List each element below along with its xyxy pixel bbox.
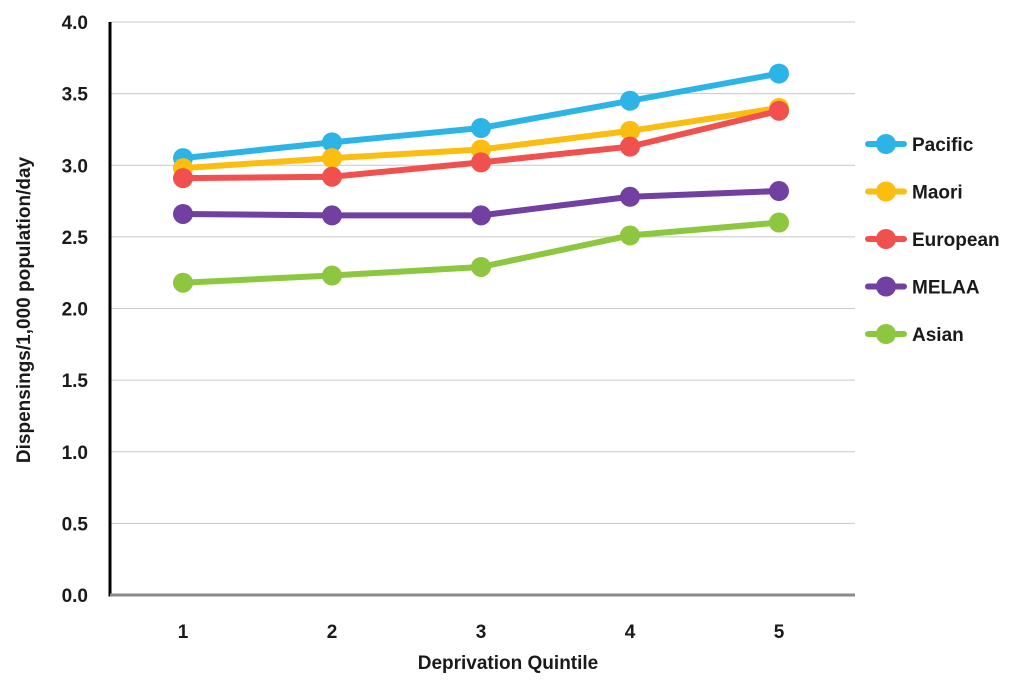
legend-label: Asian: [912, 325, 964, 346]
legend-item-maori: Maori: [865, 181, 963, 204]
data-point: [322, 166, 342, 187]
legend-item-melaa: MELAA: [865, 276, 980, 299]
legend-item-asian: Asian: [865, 324, 964, 346]
series-layer: [173, 63, 789, 293]
x-tick-label: 4: [625, 622, 636, 643]
y-tick-label: 2.5: [62, 228, 89, 249]
data-point: [471, 152, 491, 173]
y-tick-label: 2.0: [62, 300, 88, 321]
data-point: [769, 181, 789, 202]
x-tick-label: 3: [476, 622, 487, 643]
data-point: [471, 256, 491, 277]
data-point: [322, 132, 342, 153]
axis-layer: 0.0 0.5 1.0 1.5 2.0 2.5 3.0 3.5 4.0 1 2 3 4 5: [62, 13, 855, 643]
data-point: [620, 186, 640, 207]
legend-label: MELAA: [912, 278, 980, 299]
data-point: [471, 205, 491, 226]
series-asian: [173, 212, 789, 293]
y-tick-label: 1.5: [62, 371, 89, 392]
data-point: [173, 168, 193, 189]
x-tick-label: 2: [327, 622, 338, 643]
legend-swatch-marker: [876, 134, 896, 154]
legend-item-pacific: Pacific: [865, 134, 974, 156]
data-point: [322, 148, 342, 169]
data-point: [620, 225, 640, 246]
legend-label: European: [912, 230, 1000, 251]
y-tick-label: 4.0: [62, 13, 88, 34]
y-tick-label: 1.0: [62, 443, 88, 464]
legend-swatch-marker: [876, 181, 896, 202]
y-tick-label: 0.5: [62, 514, 89, 535]
y-tick-label: 3.5: [62, 85, 89, 106]
x-tick-label: 5: [774, 622, 785, 643]
data-point: [322, 265, 342, 286]
data-point: [173, 272, 193, 293]
legend-swatch-marker: [876, 276, 896, 297]
data-point: [769, 212, 789, 233]
data-point: [471, 118, 491, 139]
x-tick-label: 1: [178, 622, 189, 643]
legend-item-european: European: [865, 229, 1000, 251]
y-tick-label: 3.0: [62, 156, 88, 177]
legend-swatch-marker: [876, 229, 896, 249]
legend-layer: Pacific Maori European MELAA Asian: [865, 134, 1000, 346]
data-point: [769, 63, 789, 84]
y-tick-label: 0.0: [62, 586, 88, 607]
data-point: [173, 203, 193, 224]
legend-label: Pacific: [912, 135, 974, 156]
data-point: [322, 205, 342, 226]
data-point: [620, 90, 640, 111]
x-axis-title: Deprivation Quintile: [418, 653, 599, 674]
data-point: [620, 120, 640, 141]
series-european: [173, 100, 789, 189]
data-point: [620, 136, 640, 157]
y-axis-title: Dispensings/1,000 population/day: [14, 156, 35, 463]
data-point: [769, 100, 789, 121]
series-melaa: [173, 181, 789, 226]
legend-swatch-marker: [876, 324, 896, 344]
legend-label: Maori: [912, 183, 963, 204]
